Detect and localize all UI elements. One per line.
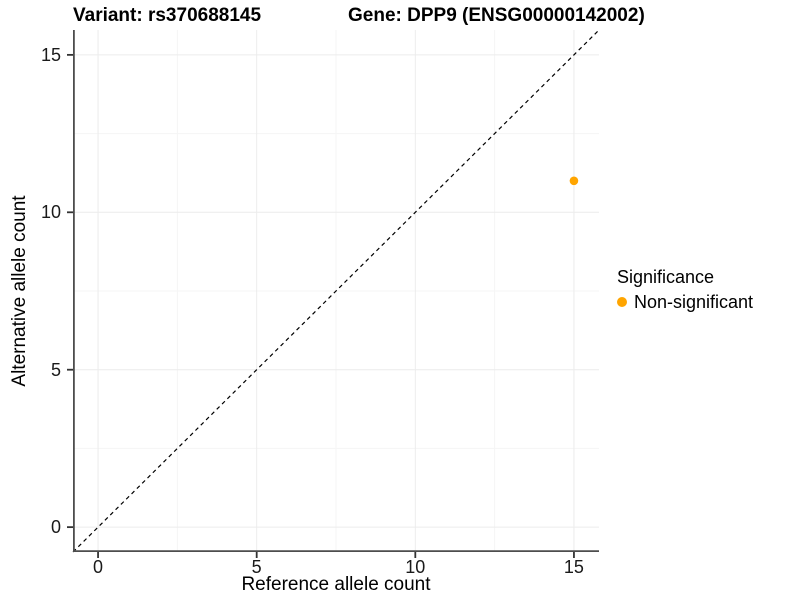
plot-panel xyxy=(67,29,600,558)
legend-item-label: Non-significant xyxy=(634,292,754,312)
legend-point-icon xyxy=(617,297,627,307)
legend-title: Significance xyxy=(617,267,715,287)
y-axis-label: Alternative allele count xyxy=(9,195,30,387)
plot-title-gene: Gene: DPP9 (ENSG00000142002) xyxy=(348,5,645,26)
x-tick-label: 0 xyxy=(93,557,104,577)
x-tick-label: 10 xyxy=(405,557,426,577)
x-axis-label: Reference allele count xyxy=(241,574,431,595)
y-tick-label: 15 xyxy=(40,44,61,65)
legend-item: Non-significant xyxy=(617,291,753,313)
legend: Significance Non-significant xyxy=(617,266,753,313)
y-tick-label: 5 xyxy=(50,359,61,380)
y-tick-label: 10 xyxy=(40,202,61,223)
plot-area xyxy=(67,29,600,558)
identity-dashed-line xyxy=(72,29,600,553)
y-tick-label: 0 xyxy=(50,517,61,538)
x-tick-label: 15 xyxy=(563,557,584,577)
plot-title-variant: Variant: rs370688145 xyxy=(73,5,262,26)
x-tick-label: 5 xyxy=(251,557,262,577)
data-point xyxy=(569,176,579,186)
